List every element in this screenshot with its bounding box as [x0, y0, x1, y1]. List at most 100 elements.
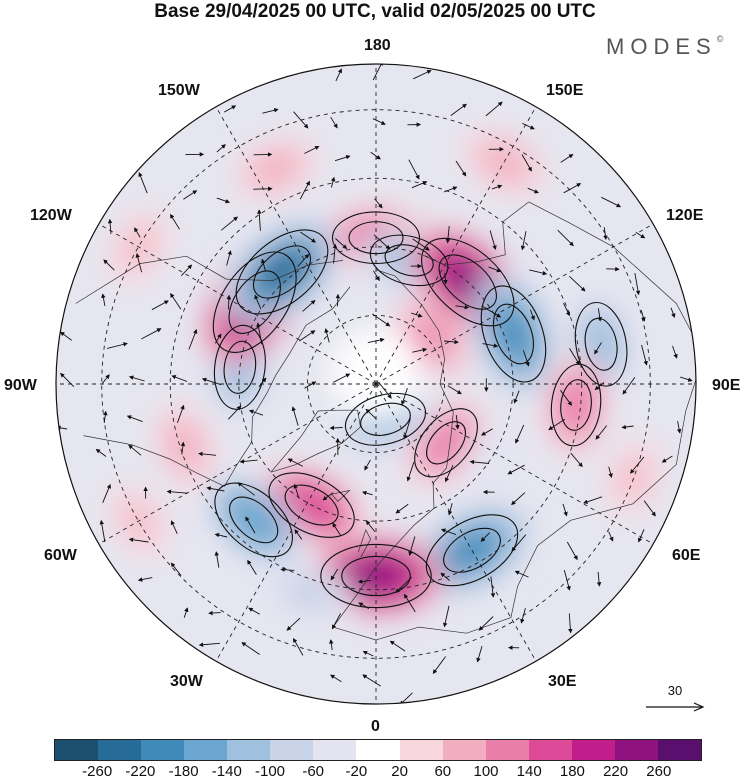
wind-vector	[373, 234, 391, 250]
lon-label-120e: 120E	[666, 207, 704, 224]
wind-vector	[106, 342, 128, 349]
wind-vector	[527, 187, 539, 194]
wind-vector	[330, 568, 339, 581]
wind-vector	[680, 376, 693, 382]
wind-vector	[103, 259, 115, 271]
contour-line	[253, 245, 311, 299]
wind-vector	[135, 253, 143, 273]
wind-vector	[400, 387, 408, 406]
polar-map[interactable]	[0, 0, 750, 740]
colorbar-tick-label: -260	[82, 763, 113, 780]
wind-vector	[641, 344, 648, 366]
wind-vector	[358, 602, 370, 609]
wind-vector	[411, 180, 428, 189]
wind-vector	[95, 448, 107, 457]
wind-vector	[287, 458, 304, 467]
colorbar-tick-label: -180	[168, 763, 199, 780]
wind-vector	[442, 605, 450, 628]
wind-vector	[603, 227, 608, 240]
contour-line	[438, 254, 497, 310]
wind-vector	[583, 496, 603, 504]
wind-vector	[608, 466, 613, 478]
wind-vector	[170, 213, 180, 230]
wind-vector	[560, 390, 573, 406]
wind-vector	[128, 375, 145, 382]
contour-line	[360, 402, 411, 436]
wind-vector	[455, 414, 460, 430]
wind-vector	[299, 180, 310, 200]
colorbar-swatch	[528, 740, 572, 760]
wind-vector	[324, 328, 330, 343]
wind-vector	[488, 266, 502, 273]
wind-vector	[198, 642, 220, 647]
colorbar-tick-label: 260	[646, 763, 672, 780]
meridian-line	[215, 106, 377, 385]
wind-vector	[362, 674, 381, 687]
wind-vector	[216, 197, 231, 204]
wind-vector	[634, 273, 641, 296]
wind-vector	[443, 273, 448, 285]
wind-vector	[601, 196, 622, 208]
colorbar-tick-label: -140	[211, 763, 242, 780]
wind-vector	[335, 238, 348, 250]
wind-vector	[522, 350, 530, 367]
wind-vector	[183, 607, 189, 618]
colorbar-swatch	[442, 740, 486, 760]
wind-vector	[563, 183, 582, 194]
wind-vector	[520, 608, 526, 624]
wind-vector	[447, 503, 453, 516]
contour-line	[344, 392, 427, 446]
wind-vector	[364, 459, 371, 471]
lon-label-90w: 90W	[4, 377, 37, 394]
wind-vector	[99, 519, 106, 543]
wind-vector	[214, 551, 220, 568]
contour-line	[214, 482, 293, 558]
wind-vector	[413, 70, 432, 80]
wind-vector	[134, 227, 141, 238]
wind-vector	[286, 617, 301, 631]
wind-vector	[103, 410, 108, 423]
wind-vector	[302, 300, 316, 312]
meridian-line	[98, 383, 377, 545]
latitude-circle	[169, 177, 583, 591]
lat-lon-grid	[56, 64, 696, 704]
contour-line	[574, 301, 628, 387]
anomaly-blob	[258, 155, 293, 182]
colorbar-tick-label: 100	[473, 763, 499, 780]
contour-line	[284, 484, 339, 526]
anomaly-blob	[233, 500, 275, 540]
wind-vector	[293, 637, 304, 656]
wind-vector	[455, 160, 467, 177]
wind-vector	[445, 226, 451, 244]
wind-vector	[676, 421, 682, 434]
colorbar-swatch	[657, 740, 701, 760]
wind-vector	[294, 529, 303, 540]
anomaly-blob	[562, 383, 590, 427]
wind-vector	[257, 209, 262, 231]
wind-vector	[335, 68, 342, 82]
wind-vector	[126, 415, 143, 423]
wind-vector	[450, 103, 467, 116]
wind-vector	[304, 145, 320, 154]
logo-text: MODES	[606, 34, 717, 59]
wind-vector	[330, 176, 336, 188]
contour-line	[421, 237, 515, 327]
wind-vector	[595, 425, 608, 440]
meridian-line	[98, 223, 377, 385]
colorbar-tick-label: -20	[345, 763, 368, 780]
wind-vector	[412, 238, 430, 251]
anomaly-blob	[622, 461, 646, 495]
wind-vector	[447, 385, 462, 395]
wind-vector	[201, 377, 222, 386]
colorbar-swatch	[571, 740, 615, 760]
wind-vector	[183, 190, 198, 200]
wind-vector	[489, 230, 497, 250]
wind-vector	[521, 154, 532, 172]
wind-vector	[330, 674, 342, 683]
wind-vector	[208, 610, 221, 616]
wind-vector	[367, 337, 385, 344]
wind-vector	[563, 303, 570, 317]
contour-line	[492, 303, 534, 365]
lon-label-30e: 30E	[548, 673, 577, 690]
wind-vector	[262, 108, 279, 114]
